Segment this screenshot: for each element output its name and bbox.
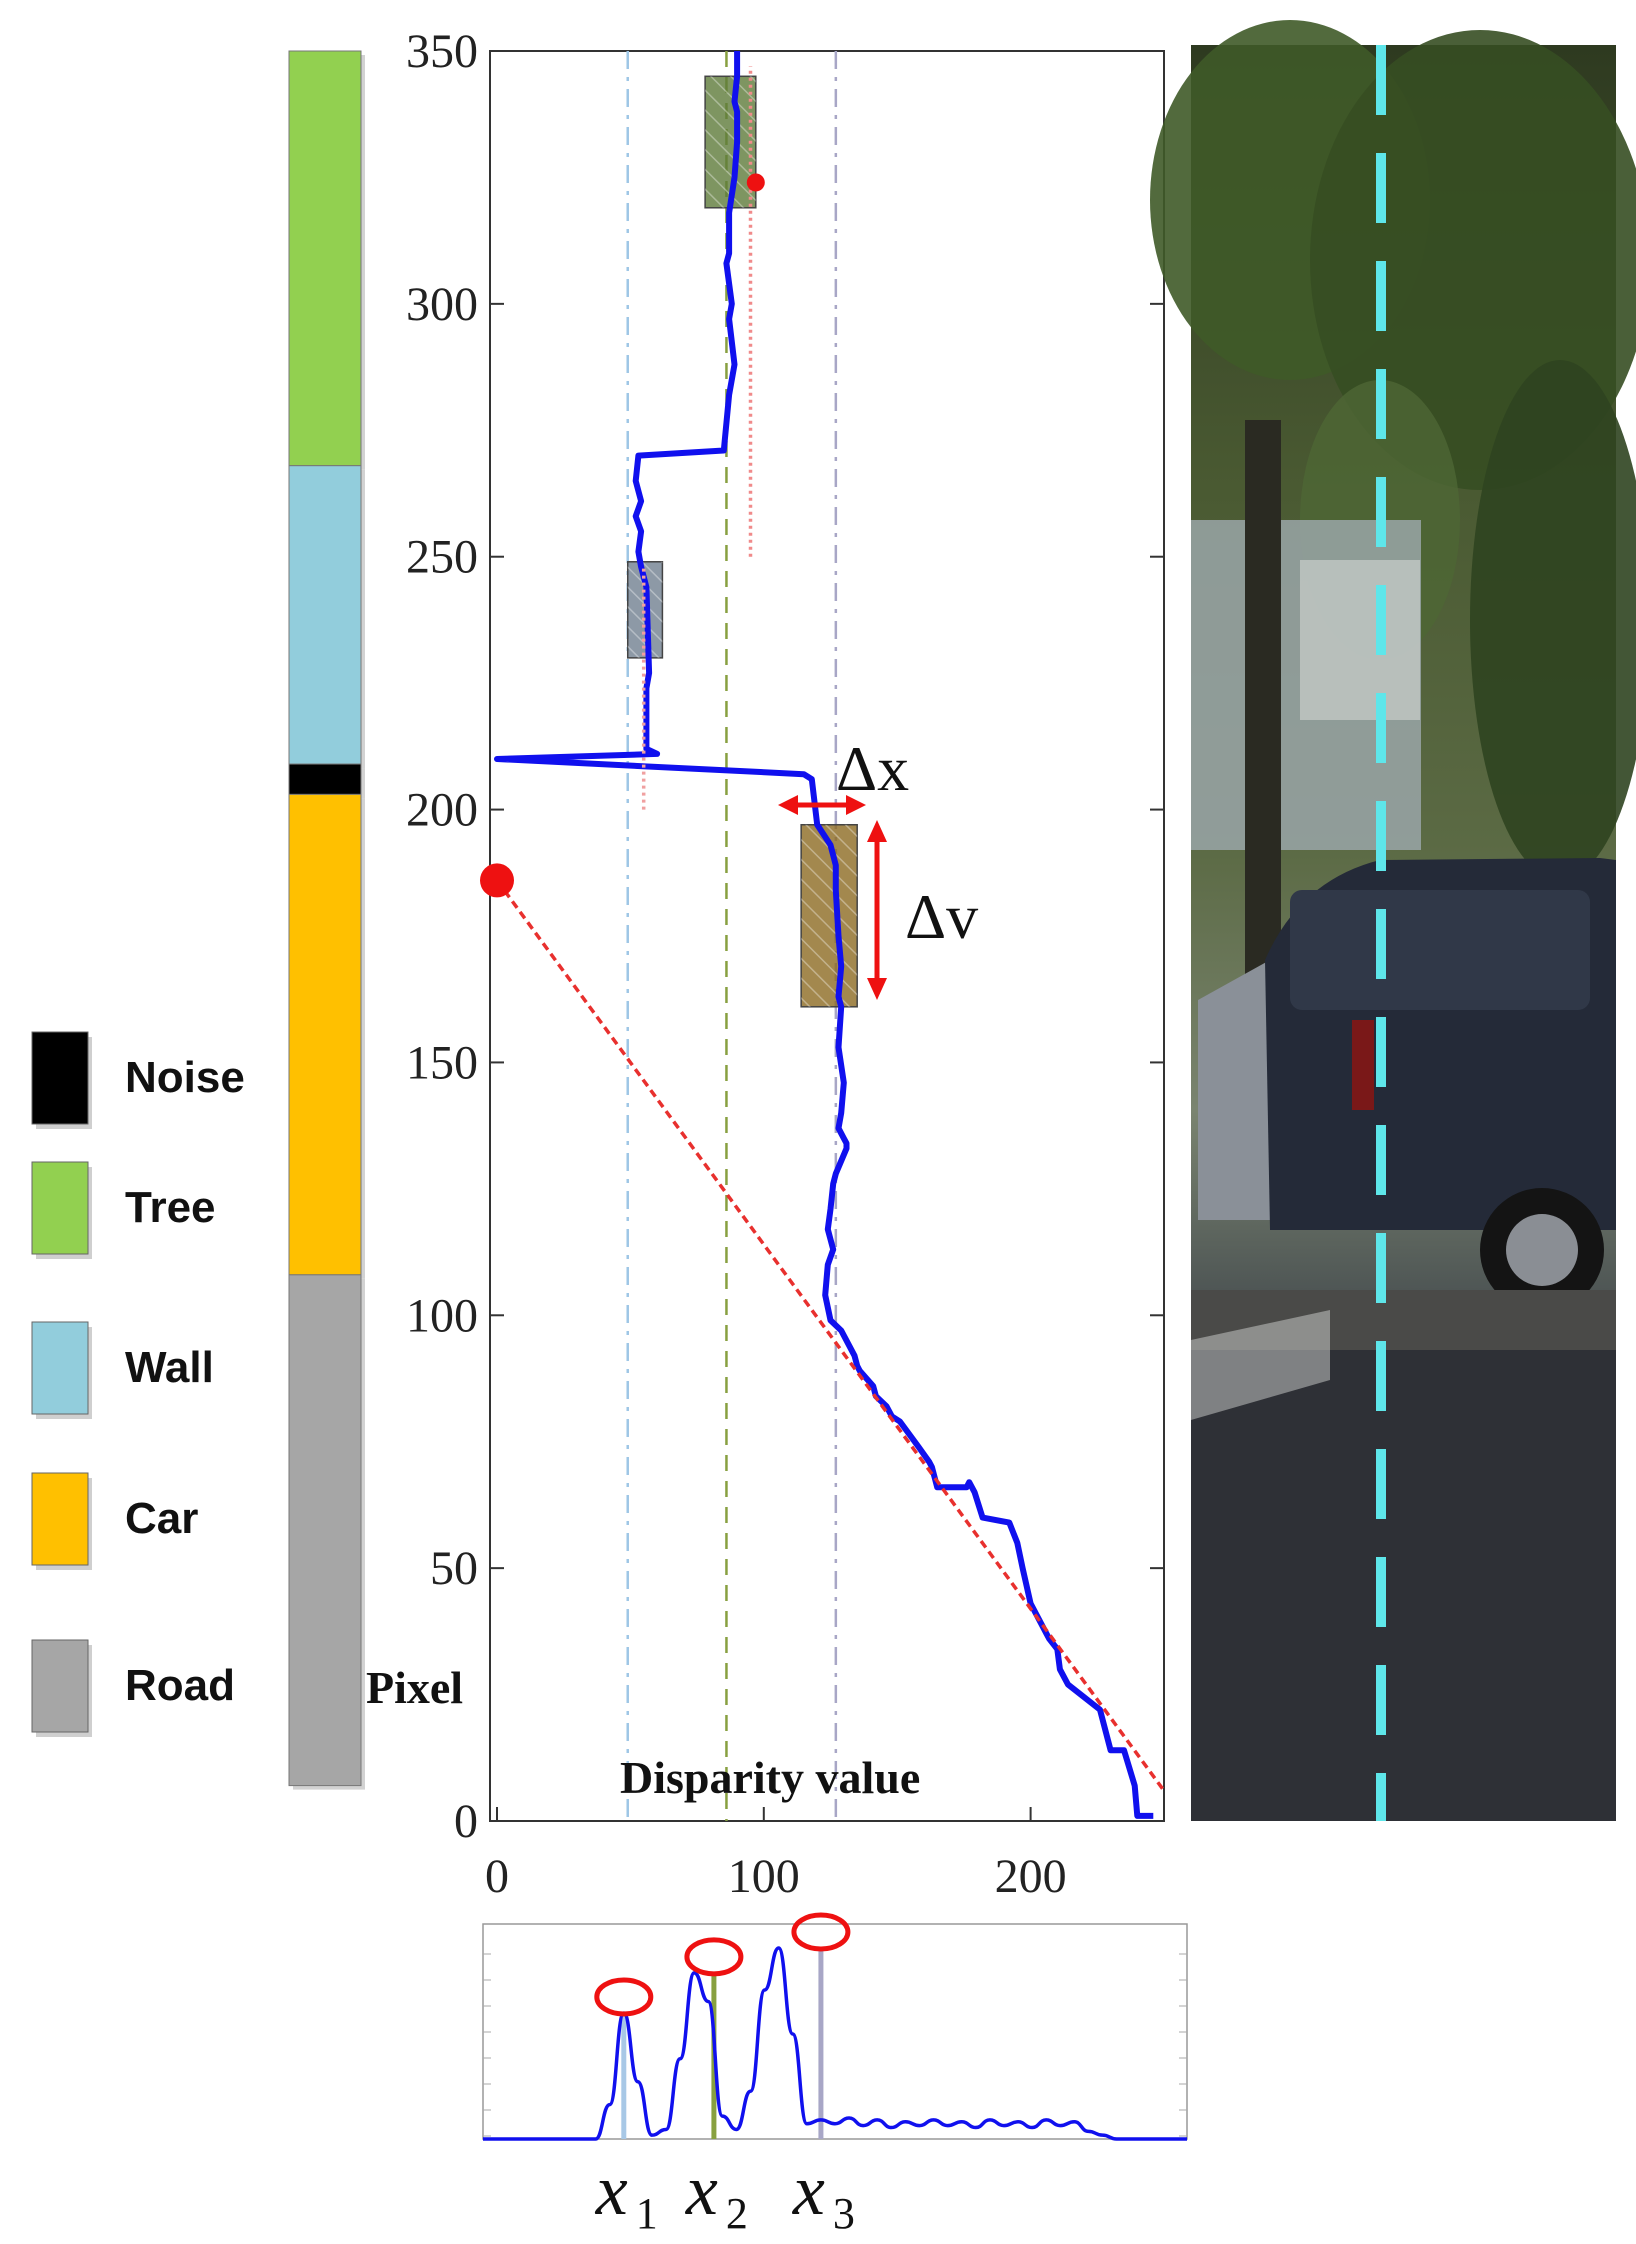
y-tick-label: 350 xyxy=(406,25,478,78)
x-tick-label: 200 xyxy=(995,1850,1067,1903)
histogram-ticks xyxy=(483,1953,1187,2137)
segment-road xyxy=(288,1274,362,1787)
delta-v-label: Δv xyxy=(905,881,978,952)
y-tick-label: 200 xyxy=(406,784,478,837)
legend-swatch xyxy=(31,1321,89,1415)
legend-swatch xyxy=(31,1639,89,1733)
legend: Noise Tree Wall Car Road xyxy=(31,1031,245,1737)
histogram-curve xyxy=(482,1946,1187,2141)
box-hatch-car xyxy=(801,824,858,1007)
peak-subscript: 2 xyxy=(726,2189,748,2238)
legend-label: Noise xyxy=(125,1053,245,1102)
legend-item-car: Car xyxy=(31,1472,198,1570)
segment-wall xyxy=(288,465,362,765)
legend-item-road: Road xyxy=(31,1639,235,1737)
peak-circle xyxy=(684,1937,744,1977)
delta-x-arrowhead-left xyxy=(778,795,798,815)
series-road-line-fit xyxy=(495,879,1166,1792)
delta-annotations: Δx Δv xyxy=(778,733,978,1000)
plot-frame xyxy=(489,50,1165,1822)
peak-circle xyxy=(791,1912,851,1952)
peak-label: x xyxy=(685,2150,718,2230)
peak-subscript: 1 xyxy=(636,2189,658,2238)
marker-point xyxy=(480,863,514,898)
legend-label: Wall xyxy=(125,1343,214,1392)
histogram-frame xyxy=(482,1923,1188,2140)
segment-noise xyxy=(288,763,362,795)
legend-label: Car xyxy=(125,1494,198,1543)
delta-v-arrowhead-top xyxy=(867,820,887,842)
peak-subscript: 3 xyxy=(833,2189,855,2238)
y-tick-label: 250 xyxy=(406,531,478,584)
y-tick-label: 150 xyxy=(406,1036,478,1089)
legend-swatch xyxy=(31,1472,89,1566)
series-group xyxy=(494,51,1166,1819)
y-tick-label: 300 xyxy=(406,278,478,331)
legend-swatch xyxy=(31,1161,89,1255)
peak-label: x xyxy=(595,2150,628,2230)
street-photo xyxy=(1150,20,1636,1821)
legend-label: Road xyxy=(125,1661,235,1710)
marker-point xyxy=(746,173,765,192)
y-axis-title: Pixel xyxy=(366,1662,463,1713)
series-v-disparity-profile xyxy=(494,51,1154,1819)
marker-points xyxy=(480,173,765,898)
v-disparity-plot: 0 50 100 150 200 250 300 350 0 100 200 Δx Δv Pixel… xyxy=(366,25,1166,1903)
axis-ticks: 0 50 100 150 200 250 300 350 0 100 200 xyxy=(406,25,1164,1903)
x-tick-label: 0 xyxy=(485,1850,509,1903)
delta-x-label: Δx xyxy=(836,733,909,804)
segment-tree xyxy=(288,50,362,467)
legend-item-wall: Wall xyxy=(31,1321,214,1419)
legend-item-noise: Noise xyxy=(31,1031,245,1129)
legend-item-tree: Tree xyxy=(31,1161,216,1259)
y-tick-label: 0 xyxy=(454,1795,478,1848)
object-boxes xyxy=(626,75,858,1008)
peak-circle xyxy=(594,1977,654,2017)
segment-car xyxy=(288,793,362,1276)
y-tick-label: 100 xyxy=(406,1289,478,1342)
x-axis-title: Disparity value xyxy=(620,1752,920,1803)
y-tick-label: 50 xyxy=(430,1542,478,1595)
delta-v-arrowhead-bottom xyxy=(867,978,887,1000)
peak-label: x xyxy=(792,2150,825,2230)
legend-label: Tree xyxy=(125,1183,216,1232)
legend-swatch xyxy=(31,1031,89,1125)
delta-x-arrowhead-right xyxy=(846,795,866,815)
histogram-series xyxy=(482,1946,1187,2141)
segment-bar xyxy=(288,50,365,1790)
peak-lines xyxy=(621,1948,824,2139)
x-tick-label: 100 xyxy=(728,1850,800,1903)
